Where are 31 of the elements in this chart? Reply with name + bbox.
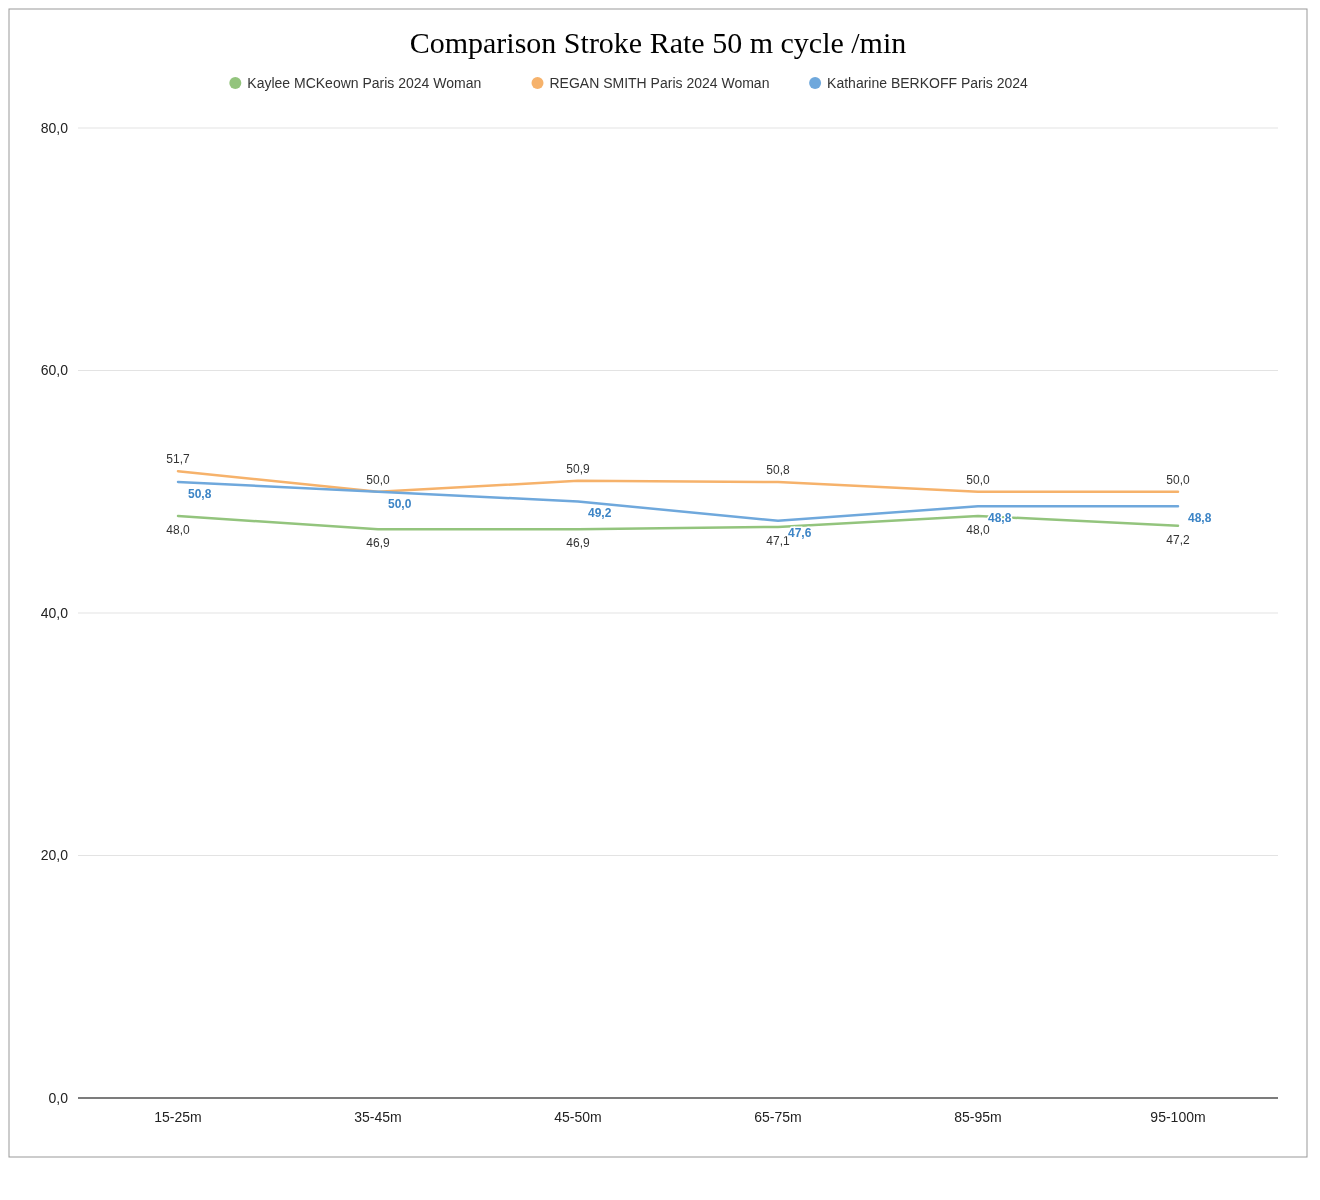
data-label: 48,8 (1188, 511, 1212, 526)
data-label: 48,0 (966, 523, 990, 537)
legend-label: REGAN SMITH Paris 2024 Woman (549, 75, 770, 91)
legend-label: Katharine BERKOFF Paris 2024 (827, 75, 1029, 91)
y-tick-label: 0,0 (48, 1089, 69, 1106)
chart-title: Comparison Stroke Rate 50 m cycle /min (409, 26, 907, 59)
x-tick-label: 95-100m (1150, 1109, 1206, 1125)
x-tick-label: 85-95m (954, 1109, 1002, 1125)
data-label: 48,0 (166, 523, 190, 537)
data-label: 46,9 (566, 536, 590, 551)
x-tick-label: 15-25m (154, 1109, 202, 1125)
y-tick-label: 40,0 (40, 604, 69, 621)
x-tick-label: 65-75m (754, 1109, 802, 1125)
data-label: 49,2 (588, 506, 612, 521)
data-label: 50,0 (1166, 472, 1190, 487)
data-label: 50,8 (188, 487, 212, 502)
y-tick-label: 80,0 (40, 119, 69, 136)
x-tick-label: 35-45m (354, 1109, 402, 1125)
data-label: 50,8 (766, 463, 790, 478)
y-tick-label: 20,0 (40, 847, 69, 864)
data-label: 51,7 (166, 452, 190, 467)
legend-label: Kaylee MCKeown Paris 2024 Woman (247, 75, 482, 91)
data-label: 50,0 (966, 472, 990, 487)
x-tick-label: 45-50m (554, 1109, 602, 1125)
y-tick-label: 60,0 (40, 362, 69, 379)
data-label: 50,9 (566, 461, 590, 476)
data-label: 50,0 (388, 496, 412, 511)
data-label: 47,2 (1166, 532, 1190, 547)
data-label: 47,6 (788, 525, 812, 540)
data-label: 46,9 (366, 536, 390, 551)
data-label: 50,0 (366, 472, 390, 487)
